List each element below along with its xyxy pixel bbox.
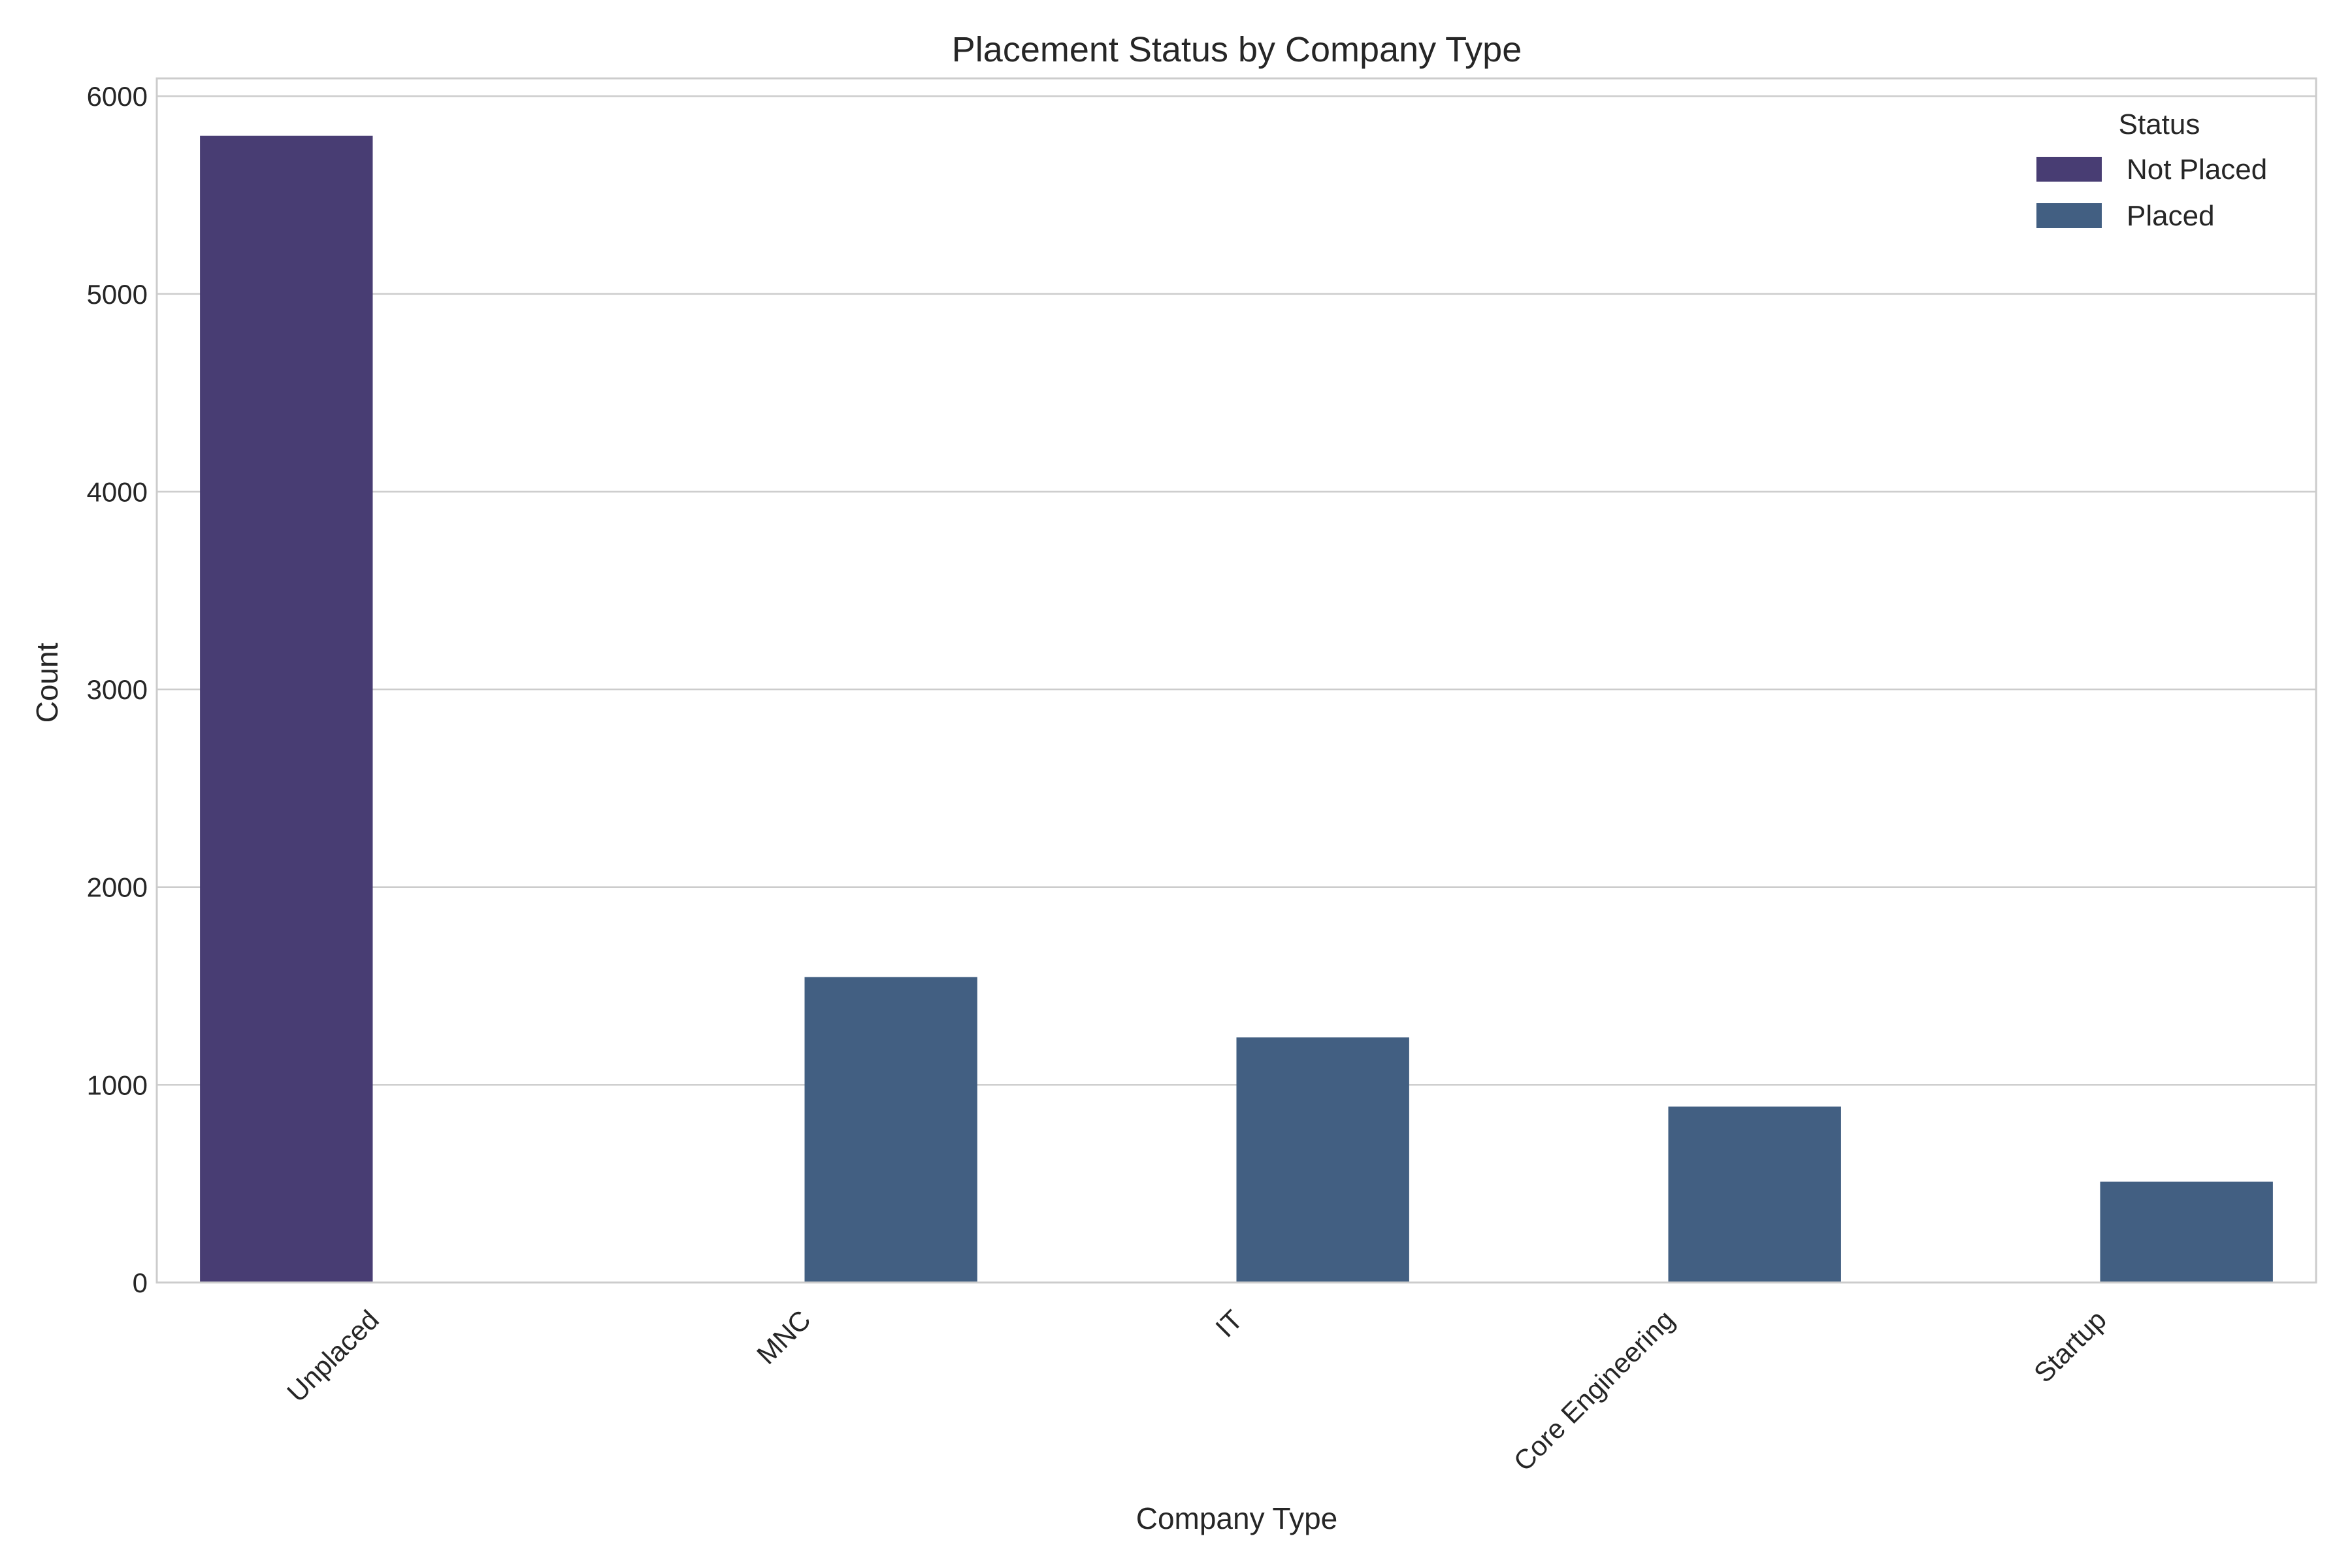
legend-title: Status [2119, 108, 2200, 140]
x-tick-label: IT [1209, 1304, 1249, 1343]
y-tick-label: 4000 [87, 476, 148, 507]
x-tick-label: MNC [751, 1304, 817, 1370]
bars-layer [200, 135, 2273, 1282]
legend-label-not-placed: Not Placed [2127, 154, 2267, 186]
plot-frame [155, 77, 2317, 1284]
y-axis-title: Count [30, 642, 64, 723]
y-tick-label: 2000 [87, 872, 148, 903]
legend-swatch-not-placed [2036, 157, 2102, 182]
y-tick-label: 3000 [87, 674, 148, 705]
grid-layer [157, 95, 2316, 1284]
x-tick-labels: Unplaced MNC IT Core Engineering Startup [281, 1304, 2112, 1477]
bar-placed-mnc [804, 977, 977, 1282]
bar-not-placed-unplaced [200, 135, 373, 1282]
legend: Status Not Placed Placed [2036, 108, 2267, 232]
bar-placed-core-engineering [1668, 1106, 1841, 1282]
y-tick-label: 0 [133, 1267, 148, 1298]
bar-placed-startup [2100, 1181, 2273, 1282]
legend-label-placed: Placed [2127, 200, 2215, 232]
y-tick-label: 1000 [87, 1070, 148, 1100]
x-tick-label: Startup [2028, 1304, 2112, 1388]
y-tick-label: 5000 [87, 279, 148, 310]
legend-swatch-placed [2036, 203, 2102, 228]
y-tick-labels: 0 1000 2000 3000 4000 5000 6000 [87, 81, 148, 1298]
x-axis-title: Company Type [1136, 1501, 1338, 1535]
x-tick-label: Unplaced [281, 1304, 385, 1408]
bar-placed-it [1236, 1037, 1409, 1282]
y-tick-label: 6000 [87, 81, 148, 112]
x-tick-label: Core Engineering [1507, 1304, 1680, 1477]
chart-title: Placement Status by Company Type [952, 30, 1522, 69]
